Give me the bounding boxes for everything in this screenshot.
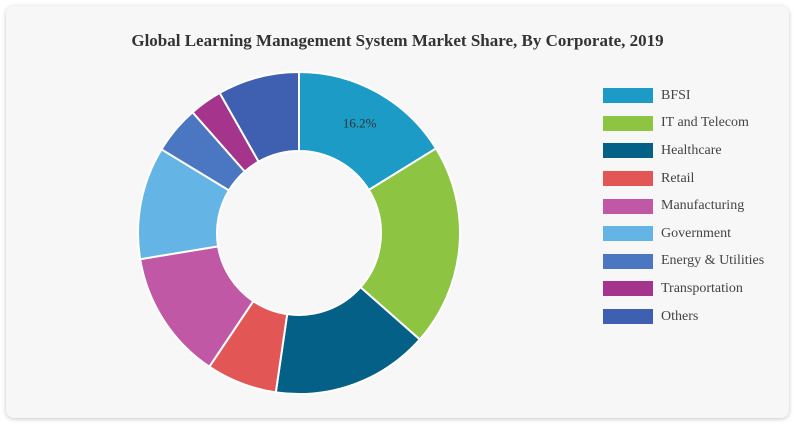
legend-swatch — [603, 226, 653, 242]
legend-swatch — [603, 198, 653, 214]
legend-swatch — [603, 281, 653, 297]
slice-healthcare[interactable] — [274, 285, 422, 395]
chart-legend: BFSI IT and Telecom Healthcare Retail Manufa… — [603, 82, 764, 330]
legend-label: Retail — [661, 170, 695, 186]
legend-item-bfsi[interactable]: BFSI — [603, 82, 764, 110]
legend-swatch — [603, 171, 653, 187]
legend-label: Manufacturing — [661, 198, 745, 214]
legend-label: BFSI — [661, 87, 691, 103]
legend-item-it-and-telecom[interactable]: IT and Telecom — [603, 110, 764, 138]
slice-it-and-telecom[interactable] — [359, 147, 461, 341]
data-label-bfsi: 16.2% — [343, 115, 377, 130]
legend-swatch — [603, 115, 653, 131]
donut-chart: 16.2% — [137, 70, 461, 395]
legend-item-transportation[interactable]: Transportation — [603, 275, 764, 303]
chart-card: Global Learning Management System Market… — [6, 6, 789, 418]
legend-swatch — [603, 88, 653, 104]
legend-item-retail[interactable]: Retail — [603, 165, 764, 193]
legend-label: Energy & Utilities — [661, 253, 765, 269]
legend-swatch — [603, 309, 653, 325]
legend-item-manufacturing[interactable]: Manufacturing — [603, 192, 764, 220]
legend-label: IT and Telecom — [661, 115, 749, 131]
legend-item-others[interactable]: Others — [603, 303, 764, 331]
legend-item-healthcare[interactable]: Healthcare — [603, 137, 764, 165]
legend-label: Transportation — [661, 280, 743, 296]
legend-swatch — [603, 253, 653, 269]
legend-label: Government — [661, 225, 731, 241]
legend-label: Others — [661, 308, 699, 324]
legend-swatch — [603, 143, 653, 159]
slice-others[interactable] — [218, 70, 300, 164]
chart-title: Global Learning Management System Market… — [131, 31, 664, 50]
legend-label: Healthcare — [661, 142, 722, 158]
legend-item-energy-and-utilities[interactable]: Energy & Utilities — [603, 248, 764, 276]
legend-item-government[interactable]: Government — [603, 220, 764, 248]
